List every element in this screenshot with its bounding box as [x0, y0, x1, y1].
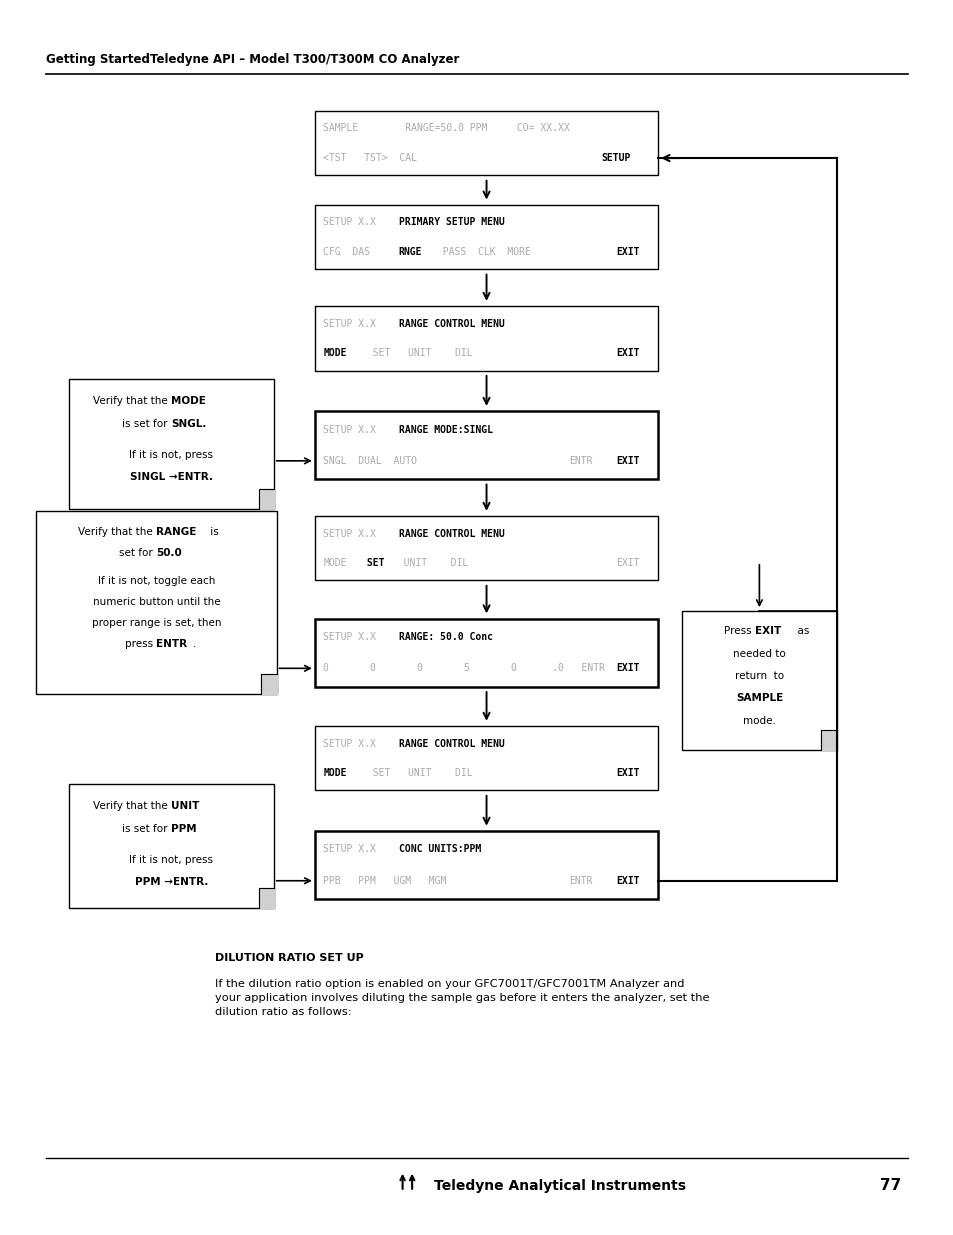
Text: EXIT: EXIT — [616, 663, 639, 673]
Text: PPM: PPM — [171, 824, 196, 834]
Text: EXIT: EXIT — [616, 348, 639, 358]
Text: If the dilution ratio option is enabled on your GFC7001T/GFC7001TM Analyzer and
: If the dilution ratio option is enabled … — [214, 979, 708, 1016]
Text: RANGE MODE:SINGL: RANGE MODE:SINGL — [398, 425, 493, 435]
Polygon shape — [261, 674, 276, 694]
Text: Verify that the: Verify that the — [78, 527, 156, 537]
Text: UNIT: UNIT — [171, 802, 199, 811]
Bar — [36, 511, 276, 694]
Text: PPB   PPM   UGM   MGM: PPB PPM UGM MGM — [323, 876, 446, 885]
Bar — [314, 831, 658, 899]
Bar — [314, 516, 658, 580]
Text: is set for: is set for — [122, 419, 171, 429]
Text: PASS  CLK  MORE: PASS CLK MORE — [431, 247, 531, 257]
Text: MODE: MODE — [323, 558, 347, 568]
Bar — [69, 784, 274, 908]
Bar — [314, 306, 658, 370]
Bar — [314, 619, 658, 687]
Text: EXIT: EXIT — [616, 876, 639, 885]
Text: MODE: MODE — [171, 396, 206, 406]
Text: SETUP: SETUP — [600, 153, 630, 163]
Bar — [314, 111, 658, 175]
Bar — [314, 205, 658, 269]
Text: EXIT: EXIT — [754, 626, 781, 636]
Text: needed to: needed to — [732, 648, 785, 658]
Bar — [314, 726, 658, 790]
Text: MODE: MODE — [323, 768, 347, 778]
Text: ENTR: ENTR — [569, 876, 593, 885]
Text: return  to: return to — [734, 671, 783, 680]
Text: Getting StartedTeledyne API – Model T300/T300M CO Analyzer: Getting StartedTeledyne API – Model T300… — [46, 53, 458, 65]
Text: CFG  DAS: CFG DAS — [323, 247, 382, 257]
Text: MODE: MODE — [323, 348, 347, 358]
Text: SETUP X.X: SETUP X.X — [323, 632, 375, 642]
Text: RANGE CONTROL MENU: RANGE CONTROL MENU — [398, 529, 504, 538]
Text: set for: set for — [119, 548, 156, 558]
Text: SNGL  DUAL  AUTO: SNGL DUAL AUTO — [323, 456, 417, 466]
Text: EXIT: EXIT — [616, 456, 639, 466]
Text: <TST   TST>  CAL: <TST TST> CAL — [323, 153, 417, 163]
Text: SINGL →ENTR.: SINGL →ENTR. — [130, 472, 213, 482]
Text: DILUTION RATIO SET UP: DILUTION RATIO SET UP — [214, 953, 363, 963]
Polygon shape — [258, 489, 274, 509]
Text: EXIT: EXIT — [616, 558, 639, 568]
Text: SETUP X.X: SETUP X.X — [323, 529, 375, 538]
Polygon shape — [258, 888, 274, 908]
Text: SETUP X.X: SETUP X.X — [323, 217, 375, 227]
Text: RANGE: 50.0 Conc: RANGE: 50.0 Conc — [398, 632, 493, 642]
Text: PRIMARY SETUP MENU: PRIMARY SETUP MENU — [398, 217, 504, 227]
Text: is set for: is set for — [122, 824, 171, 834]
Text: Teledyne Analytical Instruments: Teledyne Analytical Instruments — [434, 1178, 685, 1193]
Text: SET   UNIT    DIL: SET UNIT DIL — [360, 348, 472, 358]
Text: 50.0: 50.0 — [156, 548, 182, 558]
Bar — [681, 611, 836, 750]
Text: RANGE: RANGE — [156, 527, 196, 537]
Text: .: . — [193, 638, 196, 648]
Text: EXIT: EXIT — [616, 768, 639, 778]
Text: SNGL.: SNGL. — [171, 419, 207, 429]
Text: 77: 77 — [880, 1178, 901, 1193]
Text: Press: Press — [723, 626, 754, 636]
Text: SETUP X.X: SETUP X.X — [323, 845, 375, 855]
Text: SETUP X.X: SETUP X.X — [323, 739, 375, 748]
Text: Verify that the: Verify that the — [93, 396, 171, 406]
Text: ENTR: ENTR — [156, 638, 188, 648]
Text: press: press — [125, 638, 156, 648]
Text: RANGE CONTROL MENU: RANGE CONTROL MENU — [398, 739, 504, 748]
Polygon shape — [821, 730, 836, 750]
Bar — [314, 411, 658, 479]
Text: SET: SET — [360, 558, 384, 568]
Text: If it is not, press: If it is not, press — [129, 855, 213, 864]
Text: EXIT: EXIT — [616, 247, 639, 257]
Text: ENTR: ENTR — [569, 456, 593, 466]
Text: UNIT    DIL: UNIT DIL — [386, 558, 468, 568]
Text: SETUP X.X: SETUP X.X — [323, 425, 375, 435]
Text: 0       0       0       5       0      .0   ENTR: 0 0 0 5 0 .0 ENTR — [323, 663, 605, 673]
Text: If it is not, toggle each: If it is not, toggle each — [97, 576, 215, 585]
Text: SAMPLE        RANGE=50.0 PPM     CO= XX.XX: SAMPLE RANGE=50.0 PPM CO= XX.XX — [323, 124, 570, 133]
Text: If it is not, press: If it is not, press — [129, 450, 213, 459]
Text: PPM →ENTR.: PPM →ENTR. — [134, 877, 208, 887]
Text: SET   UNIT    DIL: SET UNIT DIL — [360, 768, 472, 778]
Text: numeric button until the: numeric button until the — [92, 597, 220, 606]
Text: RANGE CONTROL MENU: RANGE CONTROL MENU — [398, 319, 504, 329]
Text: CONC UNITS:PPM: CONC UNITS:PPM — [398, 845, 480, 855]
Text: is: is — [207, 527, 218, 537]
Text: Verify that the: Verify that the — [93, 802, 171, 811]
Text: RNGE: RNGE — [398, 247, 422, 257]
Text: as: as — [790, 626, 808, 636]
Text: SETUP X.X: SETUP X.X — [323, 319, 375, 329]
Text: mode.: mode. — [742, 716, 775, 726]
Bar — [69, 379, 274, 509]
Text: proper range is set, then: proper range is set, then — [91, 618, 221, 627]
Text: SAMPLE: SAMPLE — [735, 693, 782, 704]
